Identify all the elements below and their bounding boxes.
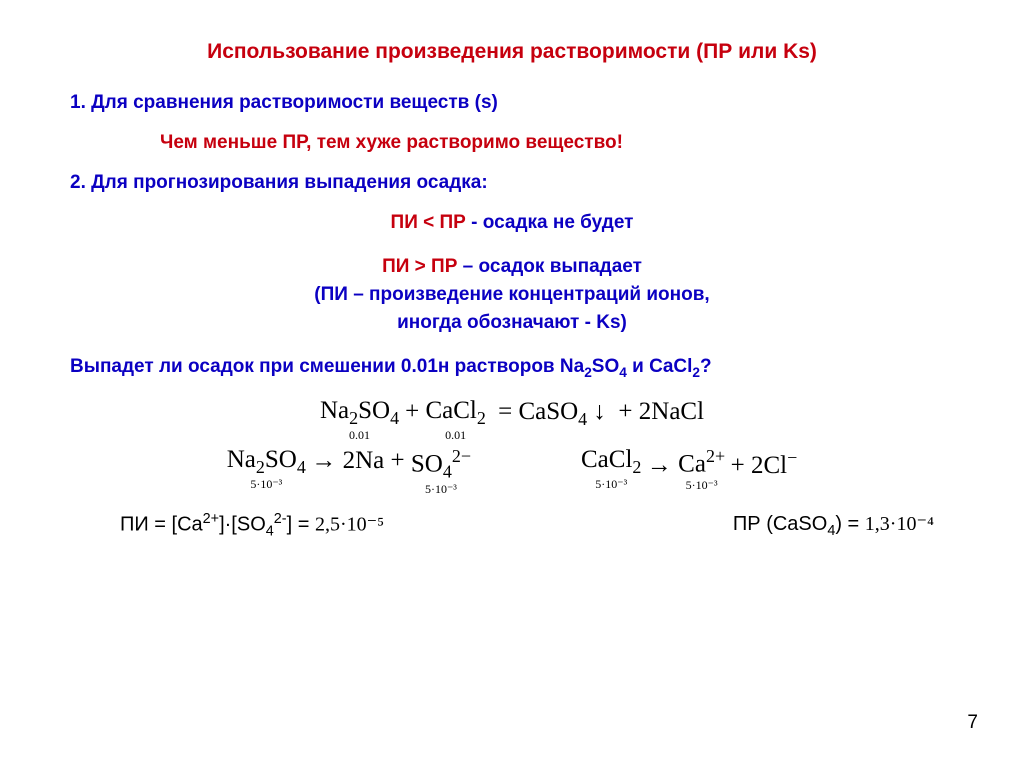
rule2-condition: ПИ > ПР	[382, 256, 457, 277]
reactant-na2so4: Na2SO4	[320, 398, 399, 428]
rule-precipitate: ПИ > ПР – осадок выпадает	[70, 256, 954, 278]
dissociation-row: Na2SO4 5·10⁻³ → 2Na + SO42− 5·10⁻³ CaCl2…	[70, 447, 954, 495]
section-2: 2. Для прогнозирования выпадения осадка:	[70, 172, 954, 194]
note-pi-1: (ПИ – произведение концентраций ионов,	[70, 284, 954, 306]
ion-product: ПИ = [Ca2+]·[SO42-] = 2,5·10⁻⁵	[120, 511, 384, 540]
page-number: 7	[967, 712, 978, 734]
dissociation-na2so4: Na2SO4 5·10⁻³ → 2Na + SO42− 5·10⁻³	[227, 447, 471, 495]
dissociation-cacl2: CaCl2 5·10⁻³ → Ca2+ 5·10⁻³ + 2Cl−	[581, 447, 797, 495]
result-row: ПИ = [Ca2+]·[SO42-] = 2,5·10⁻⁵ ПР (CaSO4…	[70, 511, 954, 540]
rule2-result: – осадок выпадает	[457, 256, 642, 277]
reactant-cacl2: CaCl2	[425, 398, 485, 428]
annot-na2so4: 0.01	[320, 429, 399, 442]
rule1-condition: ПИ < ПР	[391, 212, 466, 233]
problem-question: Выпадет ли осадок при смешении 0.01н рас…	[70, 356, 954, 380]
section-1: 1. Для сравнения растворимости веществ (…	[70, 92, 954, 114]
note-pi-2: иногда обозначают - Ks)	[70, 312, 954, 334]
rule-solubility: Чем меньше ПР, тем хуже растворимо вещес…	[160, 132, 954, 154]
solubility-product: ПР (CaSO4) = 1,3·10⁻⁴	[733, 511, 934, 540]
rule-no-precipitate: ПИ < ПР - осадка не будет	[70, 212, 954, 234]
main-equation: Na2SO4 0.01 + CaCl2 0.01 = CaSO4 ↓ + 2Na…	[70, 398, 954, 441]
slide-title: Использование произведения растворимости…	[70, 40, 954, 64]
rule1-result: - осадка не будет	[466, 212, 634, 233]
annot-cacl2: 0.01	[425, 429, 485, 442]
